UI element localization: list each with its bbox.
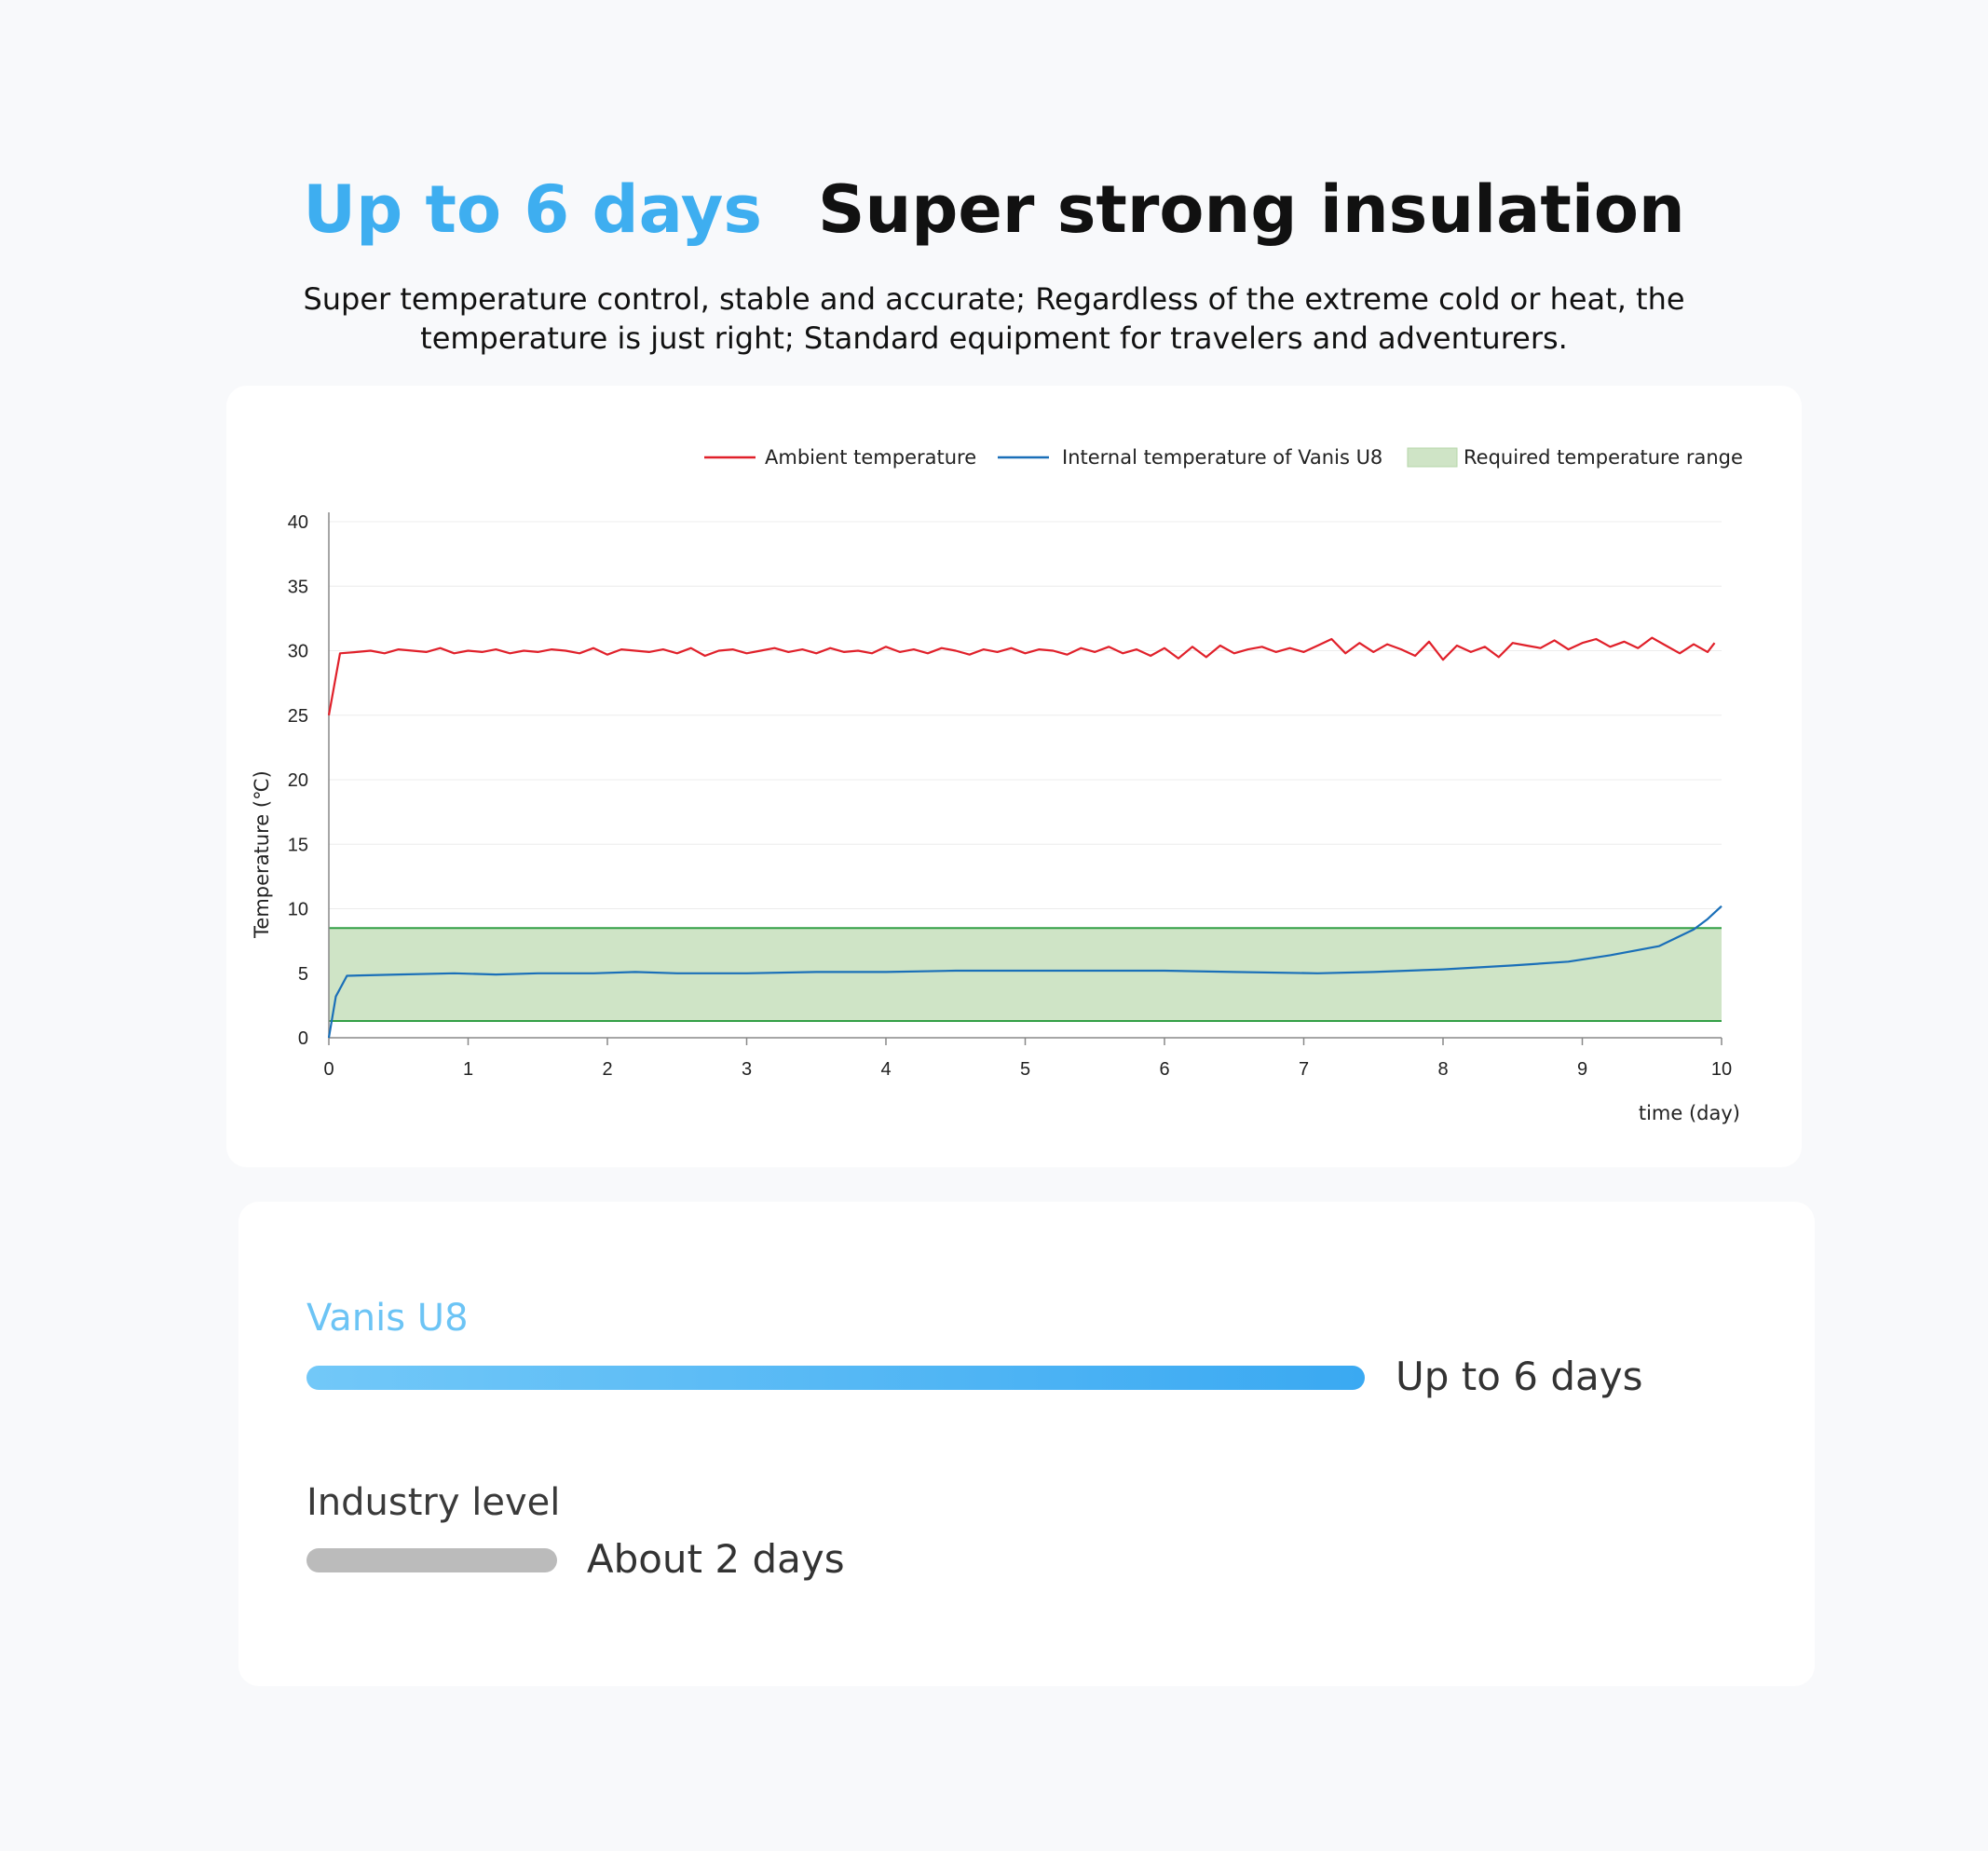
x-tick-label: 2 [602, 1059, 612, 1080]
grid-lines [329, 521, 1722, 974]
y-tick-label: 0 [298, 1028, 308, 1049]
headline-highlight: Up to 6 days [303, 171, 763, 248]
x-tick-label: 8 [1437, 1059, 1448, 1080]
y-tick-label: 15 [288, 835, 308, 855]
y-axis-title: Temperature (℃) [251, 770, 273, 939]
series-line-internal [327, 905, 1722, 1039]
comparison-card: Vanis U8 Up to 6 days Industry level Abo… [238, 1202, 1815, 1686]
x-tick-label: 10 [1711, 1059, 1732, 1080]
industry-duration-value: About 2 days [586, 1536, 845, 1582]
legend: Ambient temperature Internal temperature… [704, 446, 1743, 469]
series-line-ambient [327, 636, 1716, 715]
y-tick-label: 10 [288, 900, 308, 920]
x-axis-title: time (day) [1639, 1102, 1740, 1124]
legend-label-range: Required temperature range [1464, 446, 1743, 469]
legend-label-ambient: Ambient temperature [765, 446, 976, 469]
headline-title: Super strong insulation [818, 171, 1685, 248]
y-tick-label: 40 [288, 512, 308, 533]
axis-ticks: 0 5 10 15 20 25 30 35 40 0 1 2 3 4 5 6 7 8 9 10 [288, 512, 1732, 1080]
x-tick-label: 5 [1020, 1059, 1030, 1080]
y-tick-label: 25 [288, 706, 308, 727]
required-range-band [329, 928, 1722, 1021]
y-tick-label: 5 [298, 964, 308, 985]
y-tick-label: 30 [288, 642, 308, 662]
x-tick-label: 3 [742, 1059, 752, 1080]
x-tick-label: 0 [323, 1059, 334, 1080]
product-duration-bar [306, 1366, 1365, 1390]
y-tick-label: 35 [288, 577, 308, 597]
x-tick-label: 4 [880, 1059, 891, 1080]
x-tick-label: 6 [1159, 1059, 1169, 1080]
y-tick-label: 20 [288, 770, 308, 791]
subtitle: Super temperature control, stable and ac… [303, 281, 1685, 356]
legend-label-internal: Internal temperature of Vanis U8 [1062, 446, 1382, 469]
headline: Up to 6 days Super strong insulation [0, 168, 1988, 252]
product-duration-value: Up to 6 days [1396, 1354, 1643, 1399]
industry-label: Industry level [306, 1481, 561, 1524]
chart-card: 0 5 10 15 20 25 30 35 40 0 1 2 3 4 5 6 7 8 9 10 Temperature… [226, 386, 1802, 1167]
x-tick-label: 7 [1299, 1059, 1309, 1080]
legend-swatch-range [1407, 447, 1458, 468]
industry-duration-bar [306, 1548, 557, 1572]
x-tick-label: 1 [463, 1059, 473, 1080]
x-tick-label: 9 [1577, 1059, 1587, 1080]
temperature-chart: 0 5 10 15 20 25 30 35 40 0 1 2 3 4 5 6 7 8 9 10 Temperature… [251, 446, 1743, 1124]
product-label: Vanis U8 [306, 1297, 469, 1340]
